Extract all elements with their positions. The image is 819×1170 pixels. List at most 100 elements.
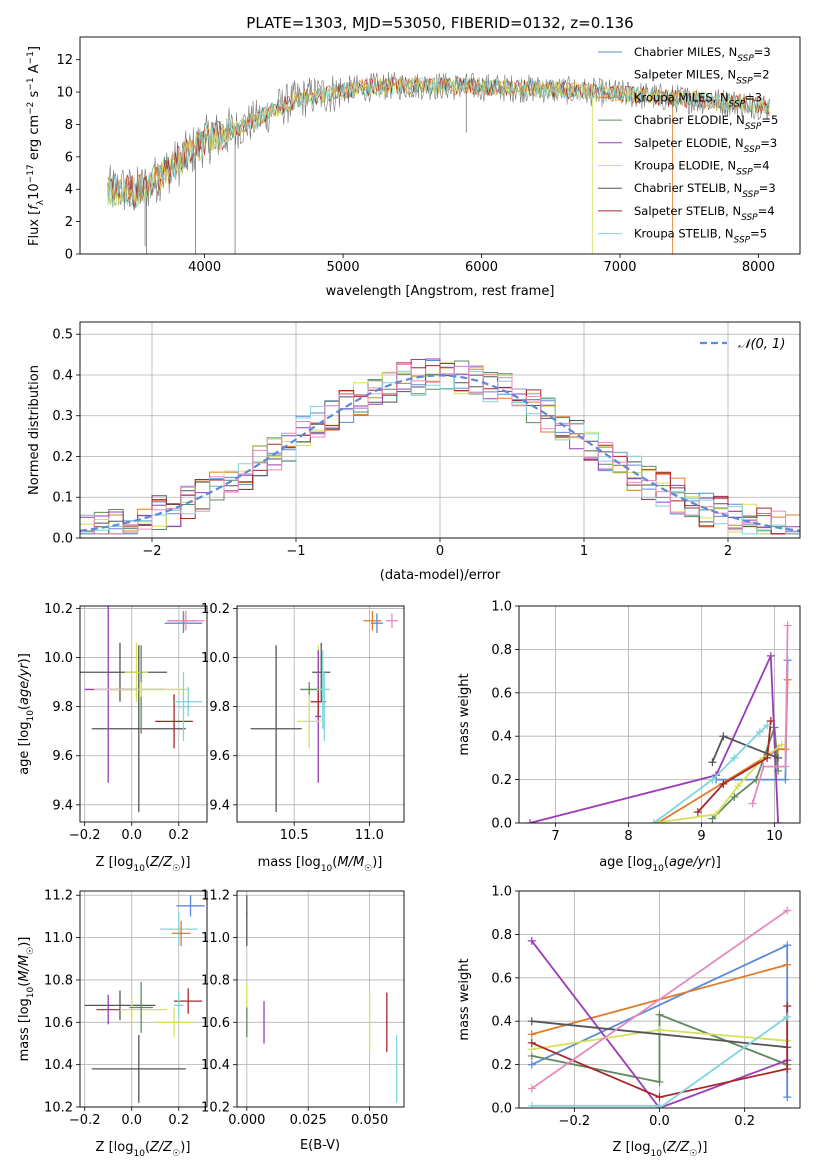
text-segment: ( [145,1140,150,1155]
y-tick-label: 0.2 [491,1058,512,1073]
text-segment: ( [662,1140,667,1155]
text-segment: )] [372,855,382,870]
x-tick-label: 0.050 [351,1113,388,1128]
text-segment: f [27,203,42,210]
mass-weight-marker [763,753,772,762]
text-segment: Z [log [613,1140,651,1155]
x-tick-label: −0.2 [69,1113,101,1128]
text-segment: SSP [741,213,758,223]
x-tick-label: 11.0 [355,828,384,843]
mass-weight-marker [783,1002,792,1011]
text-segment: SSP [742,190,759,200]
text-segment: 10 [650,1149,662,1159]
residual-histogram [80,364,800,535]
y-tick-label: 0.0 [491,817,512,832]
x-tick-label: 8000 [742,260,775,275]
text-segment: mass [log [258,855,321,870]
legend-label: Kroupa STELIB, NSSP=5 [634,227,767,246]
text-segment: ( [17,705,32,710]
mass-vs-metallicity-panel: −0.2 0.0 0.2 10.2 10.4 10.6 10.8 11.0 11.2 Z [log… [17,889,208,1159]
mass-weight-line [653,724,768,823]
x-axis-label: E(B-V) [300,1138,340,1153]
text-segment: SSP [737,54,754,64]
x-tick-label: 0.0 [121,828,142,843]
y-tick-label: 0.8 [491,643,512,658]
axes-frame [236,890,405,1108]
y-tick-label: 10.8 [44,973,73,988]
axes-frame [518,890,801,1109]
text-segment: Chabrier MILES, N [634,45,737,59]
mass-weight-marker [781,762,790,771]
mass-weight-vs-metallicity-panel: −0.2 0.0 0.2 0.0 0.2 0.4 0.6 0.8 1.0 mass weight Z… [457,885,801,1159]
plot-area [80,606,205,813]
y-tick-label: 11.0 [44,931,73,946]
x-tick-label: −0.2 [559,1114,591,1129]
text-segment: −1 [26,77,36,90]
x-tick-label: 9 [697,829,705,844]
y-tick-label: 10.6 [201,1016,230,1031]
text-segment: −1 [26,51,36,64]
x-tick-label: 7000 [603,260,636,275]
residual-histogram-panel: −2 −1 0 1 2 0.0 0.1 0.2 0.3 0.4 0.5 𝒩(0, 1) (data-mo… [27,321,801,583]
legend-label: Chabrier ELODIE, NSSP=5 [634,113,778,132]
y-tick-label: 10.8 [201,973,230,988]
mass-weight-marker [781,775,790,784]
y-tick-label: 9.8 [209,700,230,715]
x-tick-label: 5000 [327,260,360,275]
y-tick-label: 1.0 [491,885,512,900]
text-segment: ( [664,855,669,870]
y-axis-label: Flux [fλ10−17 erg cm−2 s−1 A−1] [26,46,46,246]
y-tick-label: 0.3 [52,409,73,424]
text-segment: =4 [758,204,775,218]
text-segment: ( [332,855,337,870]
plot-area [527,906,792,1108]
mass-weight-marker [527,1101,536,1108]
y-tick-label: 9.6 [209,749,230,764]
text-segment: age/yr [17,662,32,705]
mass-weight-marker [708,814,717,823]
mass-weight-marker [655,1025,664,1034]
text-segment: SSP [729,99,746,109]
mass-weight-marker [719,732,728,741]
mass-weight-vs-age-panel: 7 8 9 10 0.0 0.2 0.4 0.6 0.8 1.0 mass weight age [l… [457,600,801,874]
model-spectrum [107,76,770,209]
text-segment: SSP [744,145,761,155]
text-segment: Kroupa MILES, N [634,90,729,104]
mass-weight-line [531,1013,788,1084]
y-tick-label: 10.2 [201,1101,230,1116]
mass-weight-marker [527,1038,536,1047]
text-segment: M/M [17,955,32,982]
mass-weight-marker [655,1093,664,1102]
normal-distribution-curve [80,374,800,532]
text-segment: 10 [27,183,42,200]
x-tick-label: 6000 [465,260,498,275]
axes-frame [79,890,208,1108]
y-tick-label: 2 [65,215,73,230]
mass-weight-marker [693,808,702,817]
x-tick-label: 0.2 [168,1113,189,1128]
mass-weight-marker [527,936,536,945]
text-segment: ] [27,46,42,51]
axes-frame [236,605,405,823]
y-tick-label: 10 [56,86,73,101]
y-tick-label: 0.4 [491,1015,512,1030]
mass-weight-marker [774,753,783,762]
text-segment: Z/Z [149,855,173,870]
text-segment: M/M [337,855,364,870]
plot-area [525,621,792,823]
mass-weight-marker [783,906,792,915]
x-axis-label: (data-model)/error [380,568,501,583]
mass-weight-marker [708,758,717,767]
text-segment: 10 [321,864,333,874]
x-tick-label: 0.2 [734,1114,755,1129]
legend-label: 𝒩(0, 1) [738,337,785,352]
text-segment: =4 [753,159,770,173]
text-segment: )] [711,855,721,870]
x-axis-label: Z [log10(Z/Z☉)] [96,855,191,874]
text-segment: −2 [26,102,36,115]
text-segment: =3 [759,181,776,195]
plot-area [84,895,205,1103]
text-segment: 10 [26,986,36,998]
